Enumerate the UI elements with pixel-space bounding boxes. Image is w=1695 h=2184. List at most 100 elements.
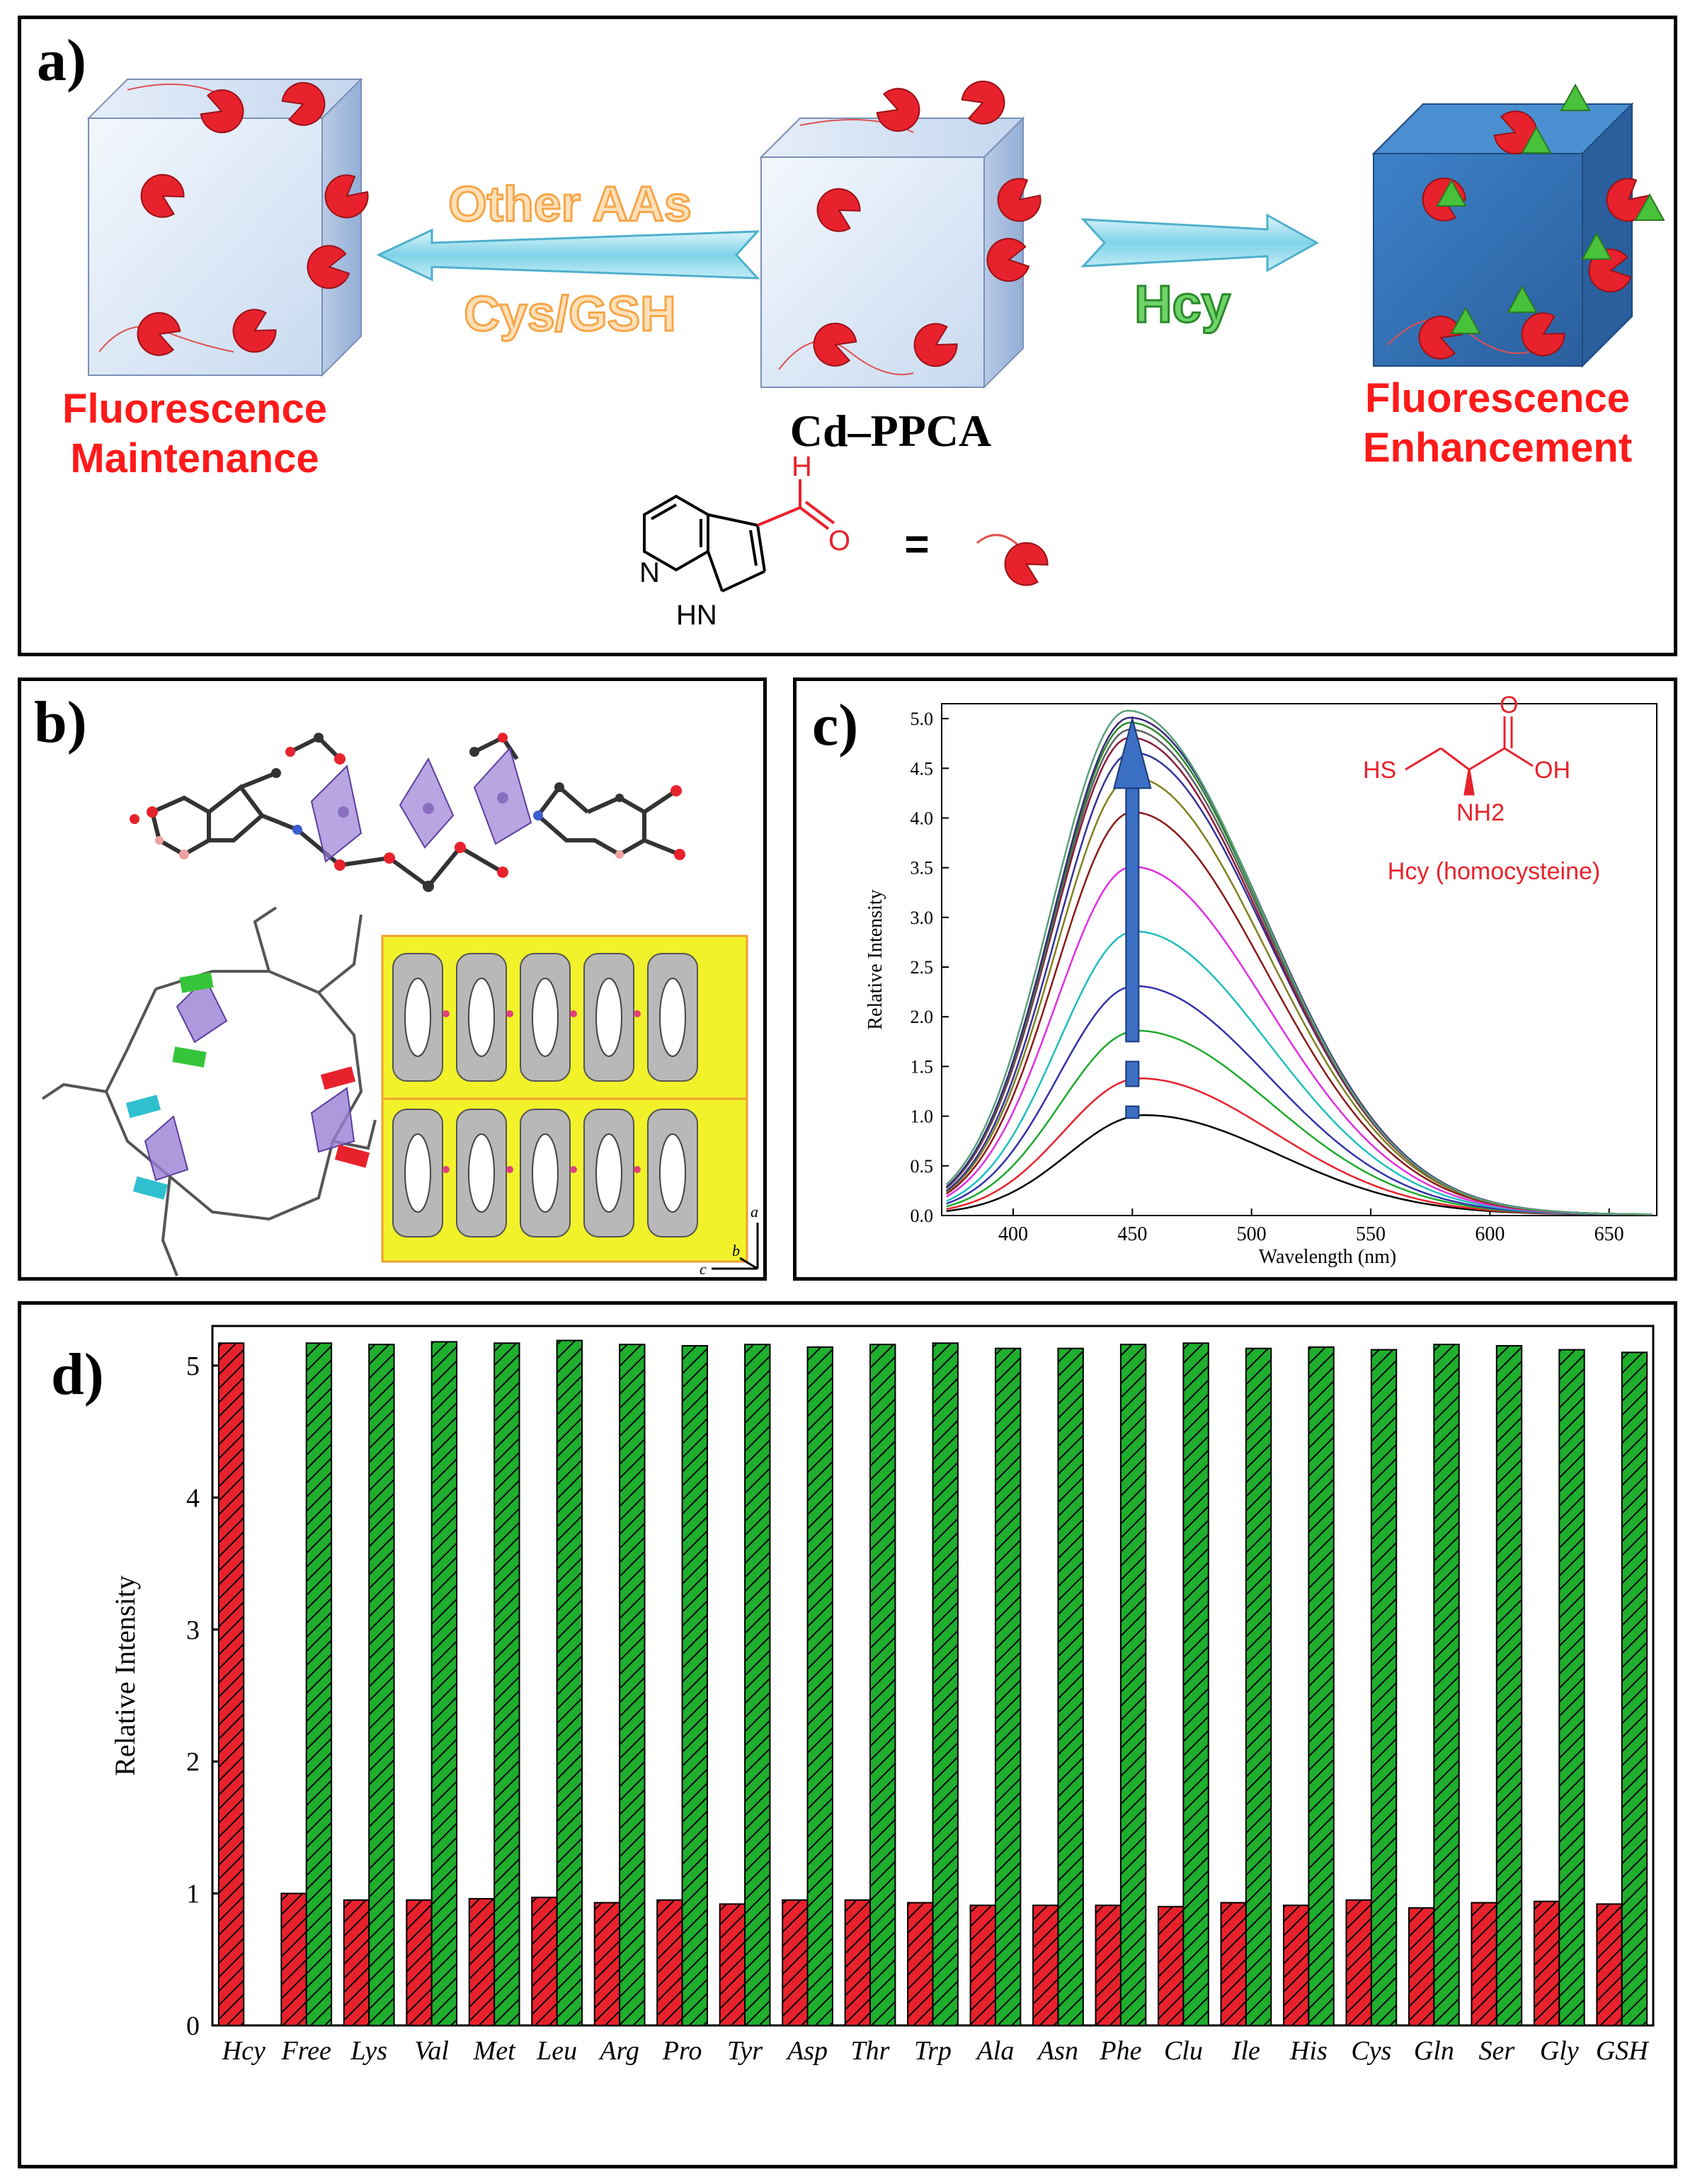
bar-green	[1245, 1347, 1272, 2027]
panel-a-scheme: Other AAs Cys/GSH Cd–PPCA Hcy	[62, 74, 1665, 631]
spectrum-curve	[946, 930, 1653, 1216]
bar-red	[1345, 1899, 1372, 2026]
category-label: His	[1289, 2036, 1328, 2066]
category-label: Ala	[975, 2036, 1015, 2066]
bar-red	[1596, 1903, 1623, 2026]
y-tick-label: 3.5	[911, 858, 934, 879]
bar-red	[782, 1899, 809, 2026]
y-tick-label: 1.5	[911, 1056, 934, 1077]
bar-green	[681, 1344, 708, 2026]
bar-red	[217, 1342, 245, 2027]
y-tick-label: 5.0	[911, 709, 934, 729]
ligand-tail	[976, 534, 1021, 548]
bar-green	[806, 1346, 833, 2026]
category-label: GSH	[1596, 2036, 1650, 2066]
spectrum-curve	[946, 985, 1653, 1216]
structure-ppca	[643, 479, 835, 593]
x-axis-label: Wavelength (nm)	[1259, 1246, 1396, 1268]
y-axis-label: Relative Intensity	[109, 1575, 141, 1776]
panel-d: d) 0 1 2 3 4 5 Hcy Free Lys Val Met Leu Arg Pro Tyr As…	[18, 1301, 1677, 2168]
panel-b-structures: a b c	[41, 733, 759, 1277]
y-tick-label: 0.0	[911, 1206, 934, 1226]
panel-b-label: b)	[34, 690, 87, 755]
category-label: Cys	[1351, 2036, 1391, 2066]
bar-red	[1158, 1906, 1185, 2027]
y-tick-label: 1.0	[911, 1107, 934, 1127]
panel-c-label: c)	[812, 692, 859, 758]
emission-spectra-chart: 400 450 500 550 600 650 0.0 0.5 1.0 1.5 2.0 2.5 3.0 3…	[864, 692, 1657, 1268]
bar-green	[556, 1339, 583, 2026]
bar-green	[994, 1347, 1022, 2027]
y-tick-label: 4.5	[911, 758, 934, 779]
left-caption-line-2: Maintenance	[70, 435, 319, 481]
bar-green	[1433, 1344, 1460, 2027]
axis-label-c: c	[700, 1260, 707, 1277]
bar-green	[869, 1344, 896, 2027]
panel-d-label: d)	[51, 1342, 104, 1407]
bar-green	[1558, 1349, 1585, 2027]
bar-red	[1471, 1902, 1497, 2027]
category-label: Lys	[350, 2036, 387, 2066]
panel-b: b)	[18, 678, 767, 1281]
increase-arrow	[1113, 716, 1152, 1119]
right-caption-line-2: Enhancement	[1363, 425, 1632, 471]
bar-green	[493, 1342, 520, 2027]
y-tick-label: 3.0	[911, 908, 934, 928]
struct-atom-hn: HN	[676, 600, 717, 631]
category-label: Trp	[914, 2036, 952, 2066]
coordination-polyhedra	[310, 746, 532, 863]
hcy-nh2: NH2	[1456, 799, 1505, 826]
struct-atom-o: O	[828, 525, 850, 556]
category-label: Arg	[598, 2036, 639, 2066]
bar-green	[1621, 1351, 1648, 2026]
bar-green	[932, 1342, 959, 2027]
cube-left	[86, 76, 376, 377]
y-axis-label: Relative Intensity	[864, 889, 886, 1029]
y-tick-label: 0.5	[911, 1156, 934, 1177]
bar-green	[1308, 1346, 1335, 2026]
bar-red	[844, 1899, 872, 2026]
bar-red	[593, 1902, 621, 2027]
x-tick-label: 600	[1475, 1223, 1505, 1245]
bar-red	[1095, 1904, 1122, 2026]
x-tick-label: 450	[1117, 1223, 1147, 1245]
category-label: Met	[473, 2036, 517, 2066]
x-tick-label: 400	[998, 1223, 1028, 1245]
category-label: Thr	[851, 2036, 890, 2066]
right-caption-line-1: Fluorescence	[1365, 375, 1630, 421]
x-tick-label: 650	[1594, 1223, 1624, 1245]
category-label: Ile	[1231, 2036, 1260, 2066]
y-tick-label: 5	[186, 1351, 200, 1381]
arrow-right	[1080, 213, 1320, 273]
bar-red	[719, 1903, 746, 2026]
y-tick-label: 0	[186, 2011, 200, 2041]
category-label: Phe	[1099, 2036, 1141, 2066]
hcy-o: O	[1500, 692, 1518, 719]
category-label: Asn	[1036, 2036, 1078, 2066]
bar-red	[1408, 1907, 1435, 2027]
y-tick-label: 4	[186, 1483, 200, 1513]
ligand-pacman	[996, 534, 1054, 593]
bar-green	[1495, 1344, 1523, 2026]
axis-label-a: a	[751, 1203, 758, 1220]
spectrum-curve	[945, 709, 1653, 1216]
plot-frame	[941, 703, 1657, 1216]
x-tick-label: 500	[1237, 1223, 1267, 1245]
hcy-molecule	[1405, 716, 1534, 796]
category-label: Tyr	[727, 2036, 763, 2066]
category-label: Leu	[536, 2036, 577, 2066]
bar-green	[368, 1344, 395, 2027]
arrow-left-bottom-text: Cys/GSH	[464, 286, 676, 341]
y-tick-label: 3	[186, 1616, 200, 1645]
hcy-hs: HS	[1363, 757, 1396, 784]
y-tick-label: 1	[186, 1880, 200, 1909]
arrow-left-top-text: Other AAs	[448, 176, 692, 231]
panel-a-label: a)	[37, 28, 86, 93]
category-label: Clu	[1164, 2036, 1203, 2066]
spectrum-curve	[946, 1114, 1653, 1216]
hcy-oh: OH	[1534, 757, 1570, 784]
y-tick-label: 2.5	[911, 957, 934, 978]
bar-red	[280, 1892, 307, 2026]
category-label: Val	[414, 2036, 449, 2066]
category-label: Gln	[1414, 2036, 1454, 2066]
